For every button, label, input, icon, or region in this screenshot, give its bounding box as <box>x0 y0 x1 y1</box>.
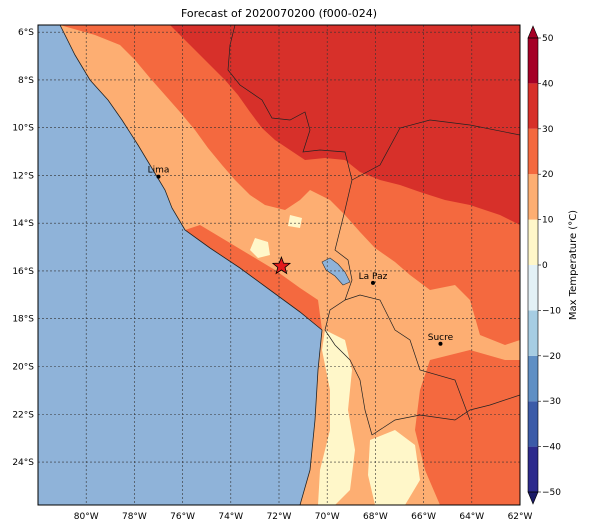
city-label: La Paz <box>359 272 388 282</box>
colorbar-tick-label: 10 <box>542 216 554 226</box>
country-borders <box>227 25 520 436</box>
lat-tick-label: 14°S <box>12 219 34 229</box>
city-dot <box>156 174 161 179</box>
land-temp-0-10-south <box>368 430 420 505</box>
lat-tick-label: 12°S <box>12 171 34 181</box>
colorbar-segment <box>528 219 538 265</box>
colorbar-segment <box>528 310 538 356</box>
city-label: Sucre <box>428 333 454 343</box>
colorbar-label: Max Temperature (°C) <box>568 210 579 320</box>
map-title: Forecast of 2020070200 (f000-024) <box>180 7 378 20</box>
lon-tick-label: 64°W <box>459 512 484 522</box>
colorbar-tick-label: 50 <box>542 34 554 44</box>
colorbar-tick-label: −30 <box>542 397 561 407</box>
colorbar-segment <box>528 265 538 311</box>
land-temp-0-10-patch <box>250 238 270 258</box>
map-frame <box>37 24 521 506</box>
city-label: Lima <box>148 166 170 176</box>
lat-tick-label: 20°S <box>12 362 34 372</box>
lat-tick-label: 24°S <box>12 458 34 468</box>
land-temp-30-40 <box>170 25 520 225</box>
city-dot <box>438 341 443 346</box>
lon-tick-label: 80°W <box>74 512 99 522</box>
colorbar-tick-label: −40 <box>542 443 561 453</box>
colorbar-extend-max <box>527 25 539 39</box>
colorbar-tick-label: −20 <box>542 352 561 362</box>
colorbar-segment <box>528 446 538 492</box>
colorbar: −50 −40 −30 −20 −10 0 10 20 30 40 50 Max Temperatur… <box>527 25 579 505</box>
colorbar-segment <box>528 355 538 402</box>
lat-tick-label: 8°S <box>18 76 34 86</box>
lon-tick-label: 62°W <box>508 512 533 522</box>
city-dot <box>370 280 375 285</box>
lake-titicaca <box>321 257 351 286</box>
axis-ticks: 80°W 78°W 76°W 74°W 72°W 70°W 68°W 66°W 64°W 62°W… <box>12 28 532 522</box>
lat-tick-label: 18°S <box>12 315 34 325</box>
colorbar-tick-label: 20 <box>542 170 554 180</box>
lon-tick-label: 74°W <box>218 512 243 522</box>
colorbar-tick-label: −10 <box>542 306 561 316</box>
lon-tick-label: 72°W <box>267 512 292 522</box>
lon-tick-label: 68°W <box>363 512 388 522</box>
colorbar-segment <box>528 401 538 447</box>
lat-tick-label: 10°S <box>12 124 34 134</box>
location-marker <box>271 256 292 275</box>
star-icon <box>271 256 292 275</box>
lat-tick-label: 16°S <box>12 267 34 277</box>
lon-tick-label: 66°W <box>411 512 436 522</box>
graticule <box>38 25 520 505</box>
colorbar-segment <box>528 128 538 175</box>
colorbar-segment <box>528 83 538 129</box>
lon-tick-label: 70°W <box>315 512 340 522</box>
lat-tick-label: 6°S <box>18 28 34 38</box>
lat-tick-label: 22°S <box>12 410 34 420</box>
city-markers: Lima La Paz Sucre <box>148 166 454 346</box>
lon-tick-label: 78°W <box>122 512 147 522</box>
lon-tick-label: 76°W <box>170 512 195 522</box>
land-temp-0-10-patch2 <box>288 215 302 228</box>
colorbar-tick-label: −50 <box>542 488 561 498</box>
colorbar-extend-min <box>527 491 539 505</box>
colorbar-tick-label: 30 <box>542 125 554 135</box>
colorbar-tick-label: 0 <box>542 261 548 271</box>
coastline <box>59 25 323 505</box>
colorbar-segment <box>528 174 538 220</box>
colorbar-tick-label: 40 <box>542 79 554 89</box>
colorbar-segment <box>528 38 538 84</box>
land-temp-20-30-se <box>415 350 520 505</box>
